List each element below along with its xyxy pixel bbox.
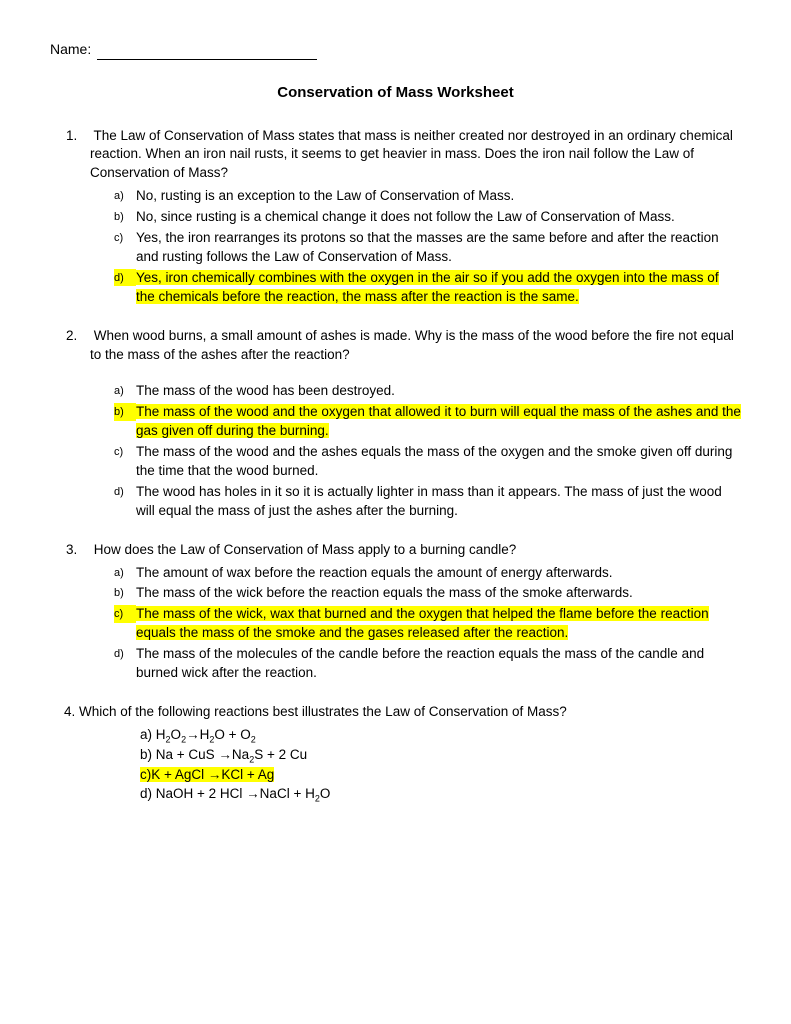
option-c: c)The mass of the wood and the ashes equ… <box>136 443 741 481</box>
option-label: d) <box>114 483 136 500</box>
worksheet-page: Name: Conservation of Mass Worksheet 1. … <box>0 0 791 1024</box>
option-label: b) <box>114 208 136 225</box>
question-text: The Law of Conservation of Mass states t… <box>90 128 733 181</box>
option-a: a)No, rusting is an exception to the Law… <box>136 187 741 206</box>
option-text: No, rusting is an exception to the Law o… <box>136 188 514 203</box>
question-text: Which of the following reactions best il… <box>79 704 567 719</box>
option-label: c) <box>114 229 136 246</box>
option-d: d) NaOH + 2 HCl →NaCl + H2O <box>140 785 741 804</box>
option-b: b)The mass of the wood and the oxygen th… <box>136 403 741 441</box>
name-field-line: Name: <box>50 40 741 60</box>
option-text: The mass of the wood and the ashes equal… <box>136 444 732 478</box>
option-text: Yes, the iron rearranges its protons so … <box>136 230 719 264</box>
question-number: 4. <box>64 704 75 719</box>
option-text: The mass of the wick before the reaction… <box>136 585 633 600</box>
question-1: 1. The Law of Conservation of Mass state… <box>50 127 741 307</box>
option-label: a) <box>140 727 152 742</box>
question-3: 3. How does the Law of Conservation of M… <box>50 541 741 683</box>
option-formula: H2O2→H2O + O2 <box>156 727 256 742</box>
name-blank-line <box>97 59 317 60</box>
option-text: The mass of the wood has been destroyed. <box>136 383 395 398</box>
question-1-options: a)No, rusting is an exception to the Law… <box>90 187 741 306</box>
option-b: b)The mass of the wick before the reacti… <box>136 584 741 603</box>
option-label: c) <box>114 605 136 622</box>
option-label: b) <box>140 747 152 762</box>
option-text: No, since rusting is a chemical change i… <box>136 209 675 224</box>
option-formula: NaOH + 2 HCl →NaCl + H2O <box>156 786 331 801</box>
worksheet-title: Conservation of Mass Worksheet <box>50 82 741 103</box>
option-label: d) <box>114 645 136 662</box>
option-a: a)The amount of wax before the reaction … <box>136 564 741 583</box>
option-d: d)The mass of the molecules of the candl… <box>136 645 741 683</box>
option-formula-highlighted: K + AgCl →KCl + Ag <box>151 767 274 782</box>
option-label: a) <box>114 382 136 399</box>
option-text: The wood has holes in it so it is actual… <box>136 484 722 518</box>
option-text: The amount of wax before the reaction eq… <box>136 565 613 580</box>
option-label: d) <box>114 269 136 286</box>
question-number: 3. <box>66 541 90 560</box>
option-label: c) <box>114 443 136 460</box>
option-text-highlighted: The mass of the wick, wax that burned an… <box>136 606 709 640</box>
name-label: Name: <box>50 41 91 57</box>
option-label: a) <box>114 564 136 581</box>
option-b: b) Na + CuS →Na2S + 2 Cu <box>140 746 741 765</box>
option-text: The mass of the molecules of the candle … <box>136 646 704 680</box>
question-4-options: a) H2O2→H2O + O2 b) Na + CuS →Na2S + 2 C… <box>64 726 741 805</box>
option-a: a) H2O2→H2O + O2 <box>140 726 741 745</box>
option-a: a)The mass of the wood has been destroye… <box>136 382 741 401</box>
question-number: 2. <box>66 327 90 346</box>
question-2: 2. When wood burns, a small amount of as… <box>50 327 741 521</box>
option-label: b) <box>114 584 136 601</box>
question-number: 1. <box>66 127 90 146</box>
option-text-highlighted: The mass of the wood and the oxygen that… <box>136 404 741 438</box>
option-label: a) <box>114 187 136 204</box>
question-text: When wood burns, a small amount of ashes… <box>90 328 734 362</box>
option-c: c)Yes, the iron rearranges its protons s… <box>136 229 741 267</box>
option-text-highlighted: Yes, iron chemically combines with the o… <box>136 270 719 304</box>
question-3-options: a)The amount of wax before the reaction … <box>90 564 741 683</box>
option-d: d)The wood has holes in it so it is actu… <box>136 483 741 521</box>
option-d: d)Yes, iron chemically combines with the… <box>136 269 741 307</box>
question-text: How does the Law of Conservation of Mass… <box>94 542 517 557</box>
option-c: c)The mass of the wick, wax that burned … <box>136 605 741 643</box>
option-c: c)K + AgCl →KCl + Ag <box>140 766 741 785</box>
option-b: b)No, since rusting is a chemical change… <box>136 208 741 227</box>
option-label: c) <box>140 767 151 782</box>
question-4: 4. Which of the following reactions best… <box>50 703 741 804</box>
option-formula: Na + CuS →Na2S + 2 Cu <box>156 747 307 762</box>
question-2-options: a)The mass of the wood has been destroye… <box>90 382 741 520</box>
option-label: b) <box>114 403 136 420</box>
option-label: d) <box>140 786 152 801</box>
